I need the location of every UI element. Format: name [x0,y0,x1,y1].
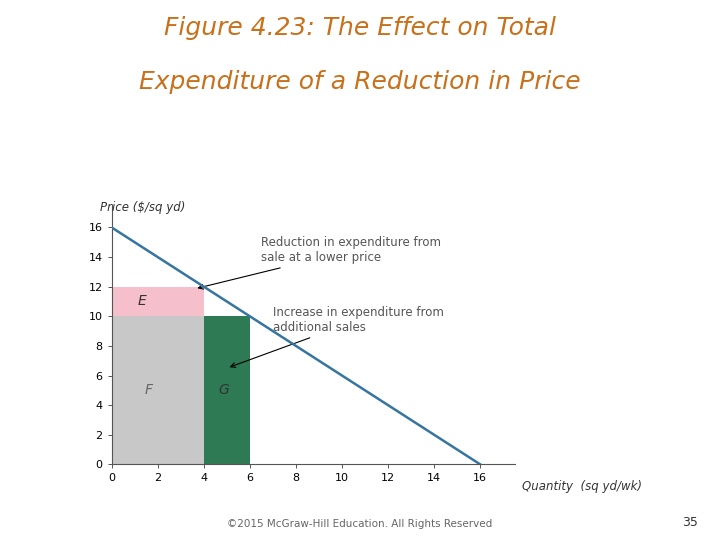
Text: Expenditure of a Reduction in Price: Expenditure of a Reduction in Price [139,70,581,94]
Bar [112,316,204,464]
Text: E: E [138,294,146,308]
Text: Increase in expenditure from
additional sales: Increase in expenditure from additional … [230,306,444,367]
Text: 35: 35 [683,516,698,529]
Bar [204,316,250,464]
Text: Price ($/sq yd): Price ($/sq yd) [100,201,186,214]
Text: G: G [218,383,229,397]
Text: ©2015 McGraw-Hill Education. All Rights Reserved: ©2015 McGraw-Hill Education. All Rights … [228,519,492,529]
Bar [112,287,204,316]
Text: Reduction in expenditure from
sale at a lower price: Reduction in expenditure from sale at a … [199,237,441,289]
Text: F: F [145,383,153,397]
Text: Quantity  (sq yd/wk): Quantity (sq yd/wk) [522,480,642,493]
Text: Figure 4.23: The Effect on Total: Figure 4.23: The Effect on Total [164,16,556,40]
